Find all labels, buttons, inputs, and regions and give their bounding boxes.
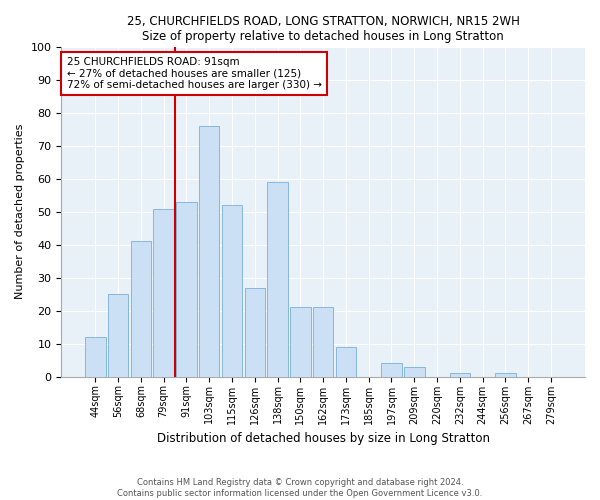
Bar [290,308,311,376]
Bar [449,374,470,376]
Bar [176,202,197,376]
Bar [108,294,128,376]
Bar [335,347,356,376]
Bar [404,367,425,376]
Bar [131,242,151,376]
Text: Contains HM Land Registry data © Crown copyright and database right 2024.
Contai: Contains HM Land Registry data © Crown c… [118,478,482,498]
Bar [199,126,220,376]
Bar [245,288,265,376]
Bar [381,364,402,376]
Bar [313,308,334,376]
Bar [154,208,174,376]
Bar [268,182,288,376]
Title: 25, CHURCHFIELDS ROAD, LONG STRATTON, NORWICH, NR15 2WH
Size of property relativ: 25, CHURCHFIELDS ROAD, LONG STRATTON, NO… [127,15,520,43]
X-axis label: Distribution of detached houses by size in Long Stratton: Distribution of detached houses by size … [157,432,490,445]
Y-axis label: Number of detached properties: Number of detached properties [15,124,25,300]
Bar [495,374,515,376]
Text: 25 CHURCHFIELDS ROAD: 91sqm
← 27% of detached houses are smaller (125)
72% of se: 25 CHURCHFIELDS ROAD: 91sqm ← 27% of det… [67,57,322,90]
Bar [222,205,242,376]
Bar [85,337,106,376]
